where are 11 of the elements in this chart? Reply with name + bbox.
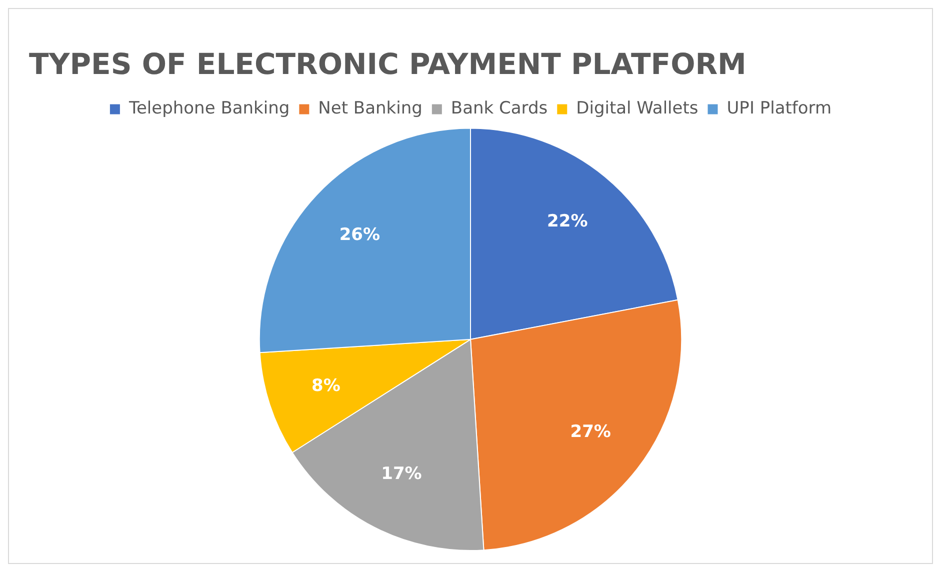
legend-label: Digital Wallets <box>576 98 698 119</box>
data-label: 17% <box>381 464 422 484</box>
data-label: 22% <box>547 212 588 232</box>
legend-label: Bank Cards <box>450 98 548 119</box>
data-label: 27% <box>570 422 611 442</box>
legend-label: Net Banking <box>318 98 422 119</box>
data-label: 26% <box>339 224 380 245</box>
chart-title: TYPES OF ELECTRONIC PAYMENT PLATFORM <box>29 46 746 81</box>
data-label: 8% <box>312 376 340 396</box>
legend-label: UPI Platform <box>726 98 832 119</box>
legend-label: Telephone Banking <box>128 98 290 119</box>
